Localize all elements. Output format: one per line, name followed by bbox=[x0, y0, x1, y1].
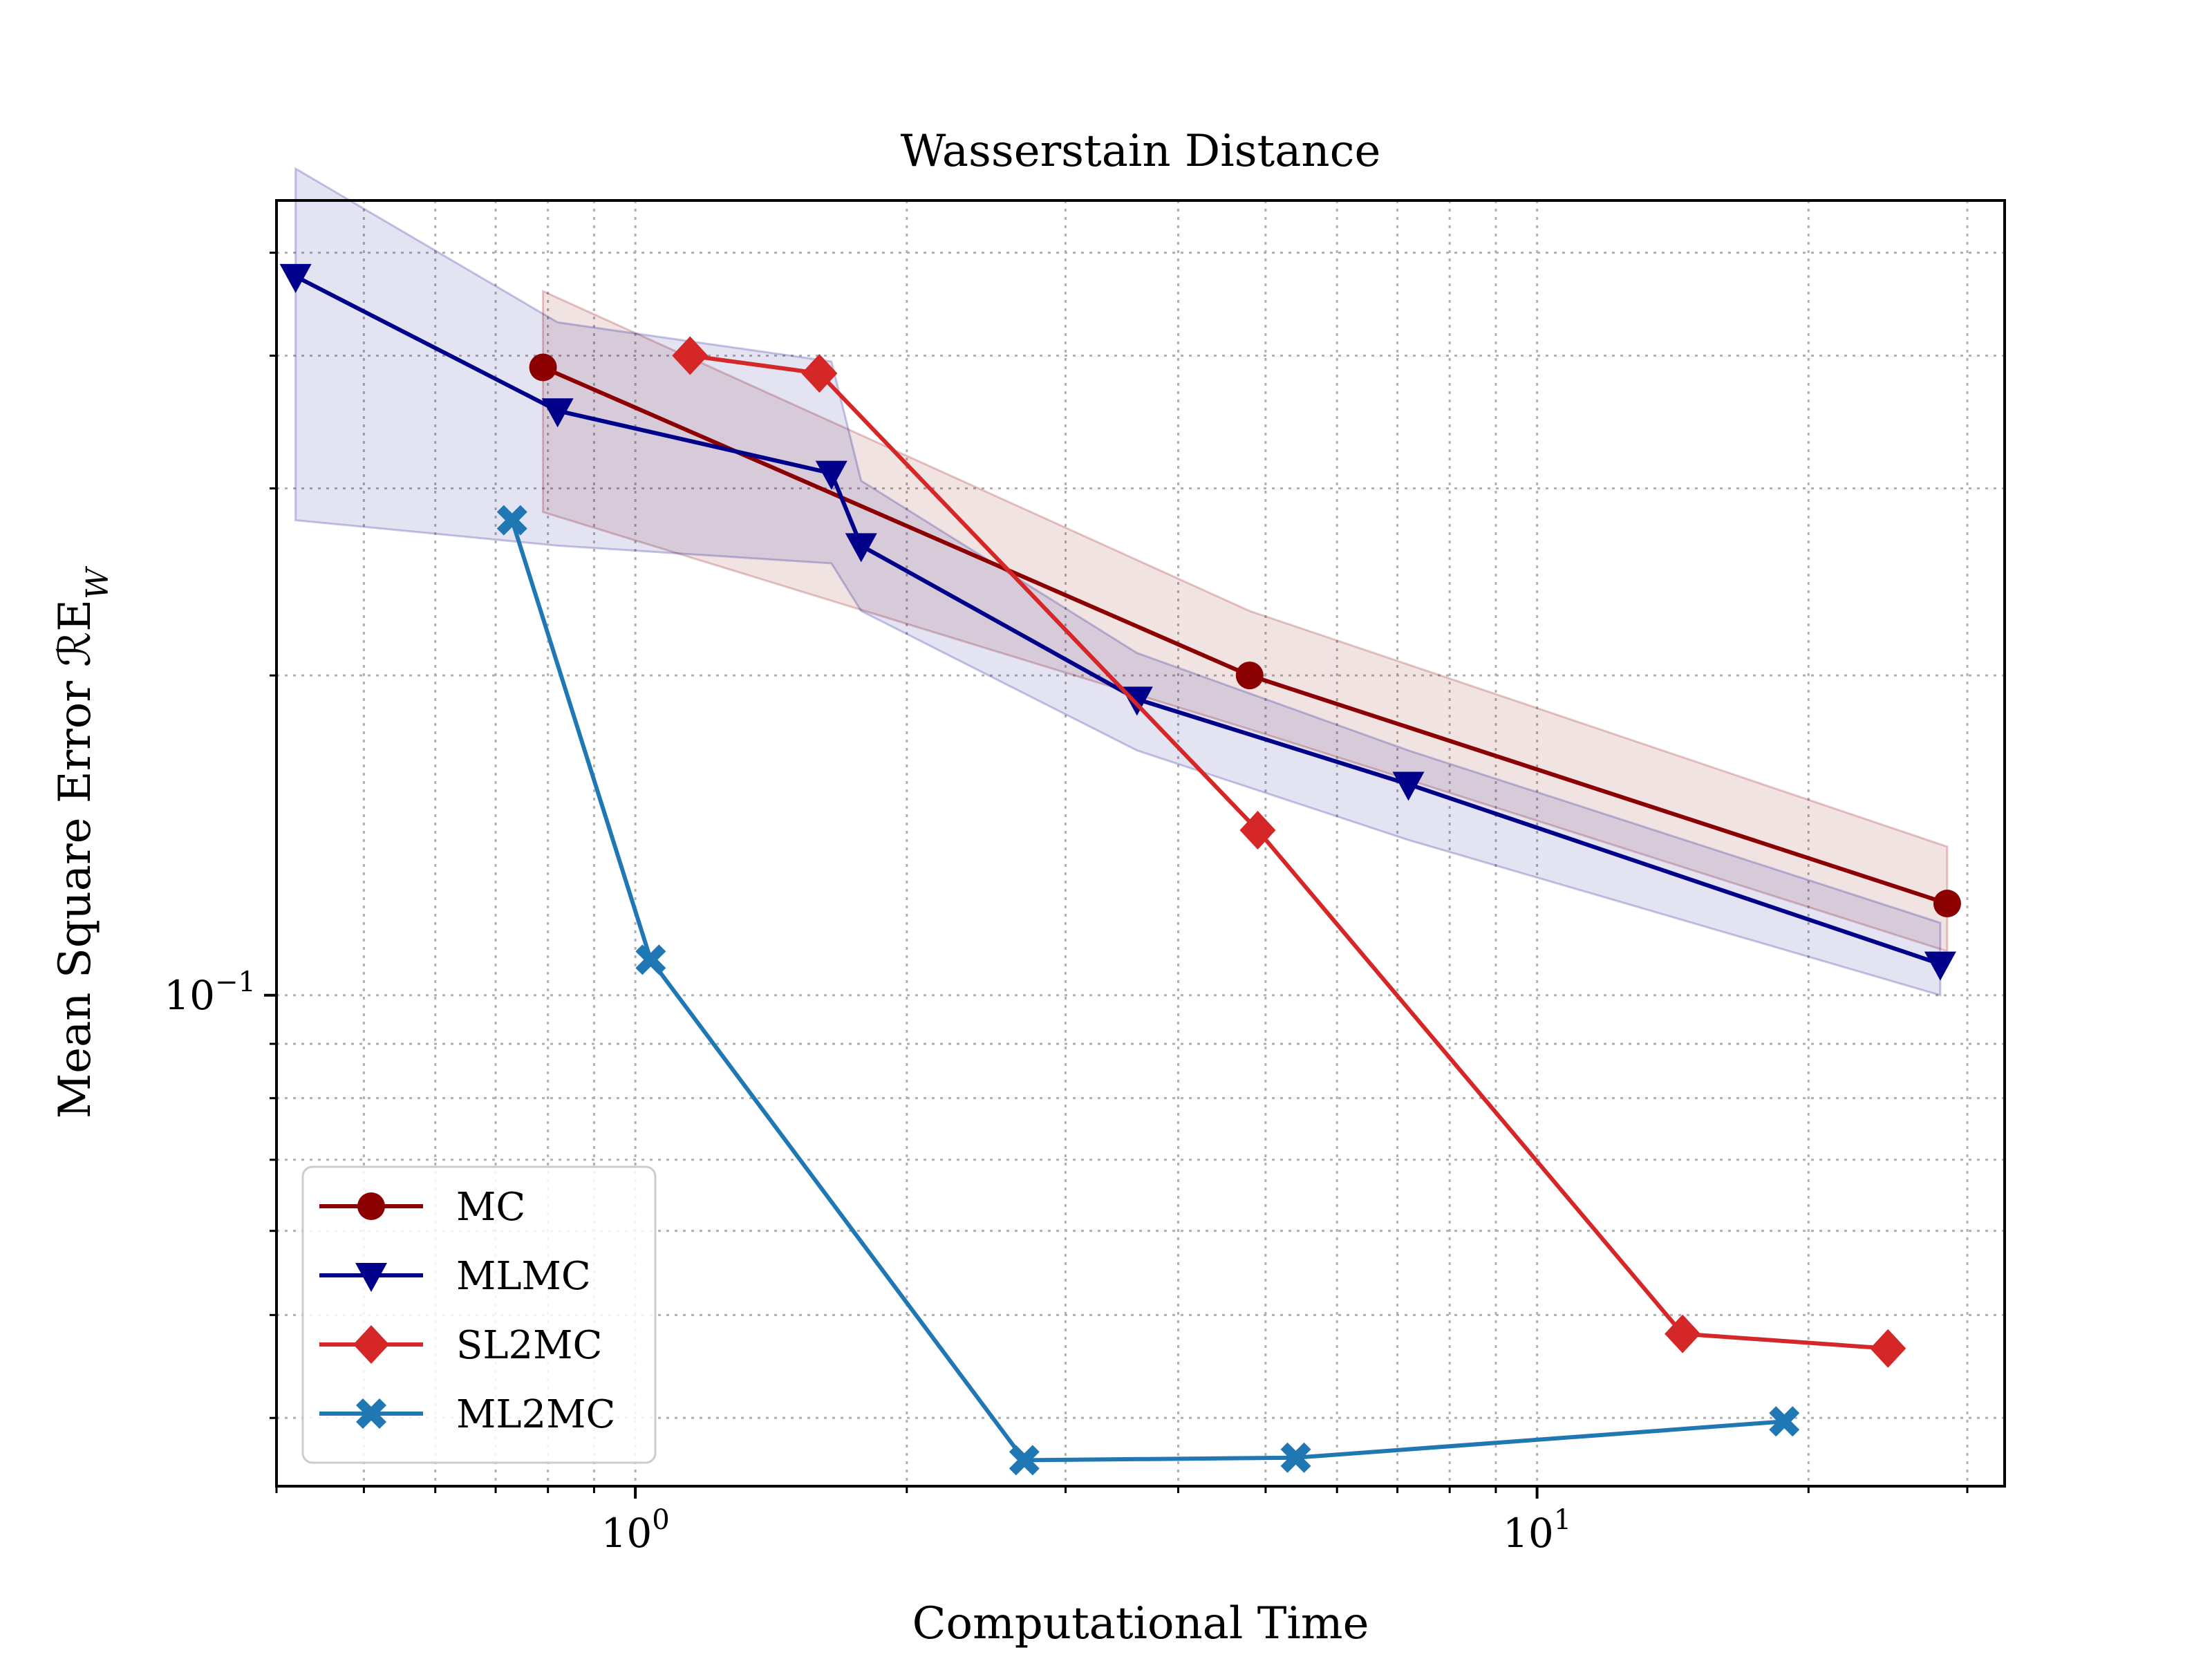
series-lines bbox=[279, 263, 1961, 1476]
legend-box bbox=[301, 1165, 657, 1464]
axis-ticks: 100 101 10−1 bbox=[164, 252, 1969, 1557]
y-tick-label: 10−1 bbox=[164, 966, 256, 1019]
y-axis-label: Mean Square Error ℛEW bbox=[50, 565, 115, 1118]
chart-title: Wasserstain Distance bbox=[901, 126, 1381, 177]
data-point-sl2mc bbox=[801, 354, 838, 393]
data-point-sl2mc bbox=[1870, 1329, 1906, 1368]
data-point-sl2mc bbox=[1239, 811, 1276, 850]
data-point-mlmc bbox=[279, 263, 312, 293]
data-point-mlmc bbox=[845, 533, 877, 563]
plot-frame bbox=[275, 199, 2006, 1488]
confidence-bands bbox=[294, 167, 1949, 997]
legend-marker-mc bbox=[357, 1192, 385, 1220]
data-point-mc bbox=[1235, 662, 1264, 690]
data-point-ml2mc bbox=[1280, 1442, 1311, 1473]
data-point-mlmc bbox=[1924, 951, 1956, 981]
x-tick-label: 101 bbox=[1503, 1504, 1571, 1557]
series-sl2mc bbox=[672, 336, 1906, 1368]
y-axis-label-subscript: W bbox=[80, 565, 115, 599]
data-point-mlmc bbox=[815, 460, 847, 490]
legend-label-ml2mc: ML2MC bbox=[456, 1392, 615, 1437]
legend-label-mc: MC bbox=[456, 1185, 525, 1230]
legend-label-sl2mc: SL2MC bbox=[456, 1323, 602, 1368]
data-point-ml2mc bbox=[1769, 1406, 1800, 1437]
data-point-ml2mc bbox=[635, 944, 666, 975]
series-mc bbox=[529, 353, 1961, 918]
data-point-ml2mc bbox=[1009, 1445, 1040, 1476]
legend-marker-mlmc bbox=[355, 1263, 387, 1292]
legend-items: MC MLMC SL2MC ML2MC bbox=[319, 1185, 615, 1437]
x-axis-label: Computational Time bbox=[912, 1598, 1369, 1649]
data-point-sl2mc bbox=[1665, 1314, 1701, 1353]
legend-label-mlmc: MLMC bbox=[456, 1254, 591, 1299]
legend: MC MLMC SL2MC ML2MC bbox=[301, 1165, 657, 1464]
band-mc bbox=[542, 289, 1949, 953]
x-tick-label: 100 bbox=[601, 1504, 669, 1557]
legend-marker-ml2mc bbox=[356, 1398, 386, 1429]
series-mlmc bbox=[279, 263, 1956, 981]
data-point-mc bbox=[529, 353, 557, 382]
legend-marker-sl2mc bbox=[353, 1325, 389, 1364]
data-point-ml2mc bbox=[496, 505, 527, 536]
data-point-mlmc bbox=[541, 398, 574, 428]
series-ml2mc bbox=[496, 505, 1800, 1476]
data-point-sl2mc bbox=[672, 336, 709, 375]
y-axis-label-main: Mean Square Error ℛE bbox=[50, 599, 101, 1118]
data-point-mlmc bbox=[1392, 771, 1425, 801]
data-point-mc bbox=[1933, 890, 1961, 918]
band-mlmc bbox=[294, 167, 1942, 997]
